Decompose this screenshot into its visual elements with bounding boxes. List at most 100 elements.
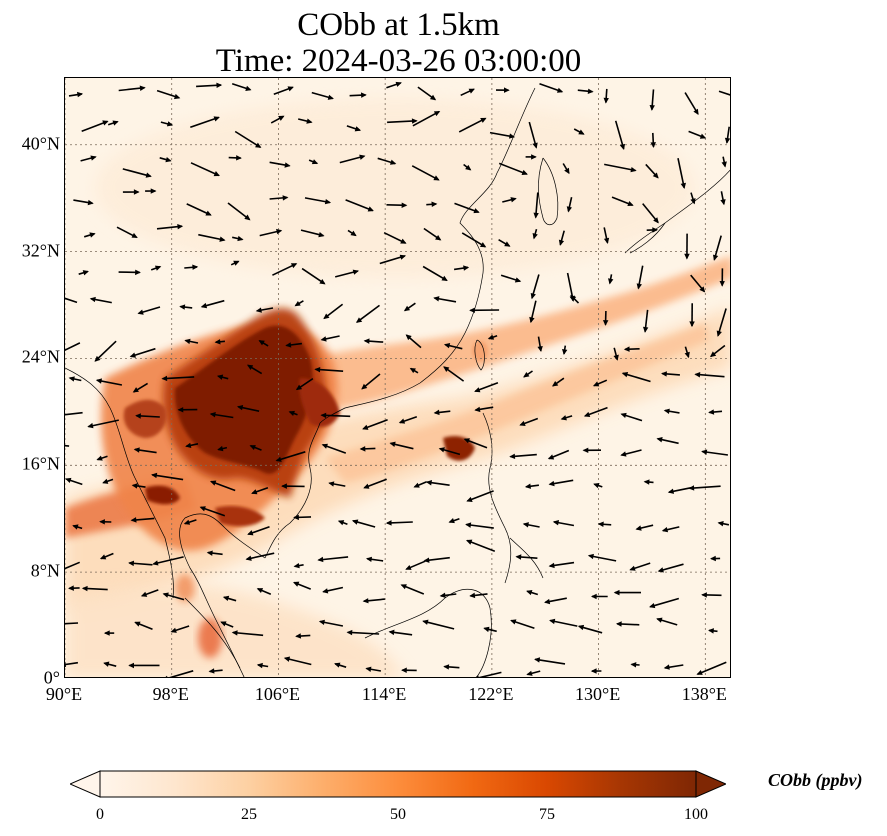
wind-arrow (498, 239, 511, 247)
wind-arrow (293, 562, 304, 569)
wind-arrow (81, 585, 108, 592)
wind-arrow (216, 374, 229, 380)
wind-arrow (519, 417, 539, 426)
wind-arrow (269, 161, 291, 168)
wind-arrow (560, 415, 573, 421)
colorbar-title: CObb (ppbv) (768, 770, 863, 790)
wind-arrow (206, 550, 223, 556)
wind-arrow (708, 409, 723, 415)
wind-arrow (99, 519, 112, 525)
wind-arrow (365, 556, 384, 563)
wind-arrow (500, 274, 522, 283)
wind-arrow (293, 514, 312, 521)
wind-arrow (719, 268, 725, 287)
wind-arrow (412, 110, 441, 127)
wind-arrow (320, 412, 351, 419)
wind-arrow (334, 269, 360, 278)
wind-arrow (690, 274, 706, 293)
wind-arrow (587, 553, 617, 562)
wind-arrow (684, 92, 699, 115)
wind-arrow (717, 521, 730, 527)
wind-arrow (269, 195, 289, 201)
wind-arrow (597, 521, 612, 528)
wind-arrow (222, 595, 237, 602)
wind-arrow (87, 419, 119, 429)
wind-arrow (383, 231, 407, 244)
wind-arrow (311, 91, 334, 100)
wind-arrow (466, 539, 496, 552)
wind-arrow (249, 445, 262, 451)
wind-arrow (539, 83, 564, 93)
wind-arrow (721, 156, 727, 168)
wind-arrow (209, 480, 236, 492)
wind-arrow (643, 479, 654, 485)
wind-arrow (454, 202, 480, 214)
wind-arrow (724, 126, 730, 144)
wind-arrow (209, 411, 234, 419)
wind-arrow (636, 265, 644, 290)
wind-arrow (258, 340, 269, 347)
wind-arrow (365, 666, 382, 672)
wind-arrow (129, 347, 156, 358)
wind-arrow (649, 89, 655, 111)
wind-arrow (552, 377, 565, 387)
wind-arrow (502, 197, 517, 203)
wind-arrow (259, 228, 283, 237)
wind-arrow (525, 154, 537, 160)
wind-arrow (710, 555, 721, 562)
wind-arrow (522, 522, 540, 528)
wind-arrow (621, 371, 651, 383)
wind-arrow (438, 447, 461, 456)
wind-arrow (128, 662, 160, 669)
wind-arrow (122, 189, 140, 195)
wind-arrow (548, 561, 575, 569)
wind-arrow (677, 158, 686, 189)
wind-arrow (294, 300, 304, 307)
wind-arrow (232, 235, 244, 242)
wind-arrow (389, 441, 414, 450)
wind-arrow (251, 486, 269, 495)
wind-arrow (537, 336, 543, 353)
wind-arrow (387, 118, 418, 124)
wind-arrow (577, 88, 594, 94)
wind-arrow (72, 524, 83, 530)
wind-arrow (561, 345, 568, 356)
coastlines (65, 87, 730, 677)
wind-arrow (590, 668, 602, 674)
wind-arrow (604, 163, 637, 173)
wind-arrow (409, 367, 419, 374)
wind-arrow (453, 265, 470, 271)
wind-arrow (461, 232, 487, 248)
colorbar-min-extend (70, 770, 101, 798)
wind-arrow (137, 306, 161, 315)
wind-arrow (231, 630, 264, 637)
wind-arrow (255, 307, 274, 313)
wind-arrow (646, 227, 659, 233)
wind-arrow (128, 560, 153, 567)
wind-arrow (179, 304, 193, 310)
wind-arrow (534, 657, 566, 665)
wind-arrow (696, 661, 727, 675)
wind-arrow (89, 296, 112, 304)
wind-arrow (156, 89, 181, 100)
wind-arrow (65, 411, 83, 416)
wind-arrow (285, 342, 302, 348)
wind-arrow (549, 618, 578, 627)
x-tick-label: 106°E (254, 684, 301, 704)
wind-arrow (661, 526, 680, 533)
wind-arrow (547, 449, 570, 460)
wind-arrow (200, 299, 225, 309)
wind-arrow (247, 525, 270, 536)
wind-arrow (293, 581, 311, 590)
wind-arrow (663, 408, 680, 414)
wind-arrow (533, 192, 539, 219)
map-canvas (65, 78, 730, 677)
wind-arrow (122, 168, 152, 178)
wind-arrow (583, 406, 608, 417)
wind-arrow (498, 162, 528, 175)
wind-arrow (321, 443, 347, 454)
wind-arrow (337, 520, 348, 526)
wind-arrow (177, 407, 198, 413)
wind-arrow (690, 192, 696, 205)
wind-arrow (701, 449, 729, 456)
